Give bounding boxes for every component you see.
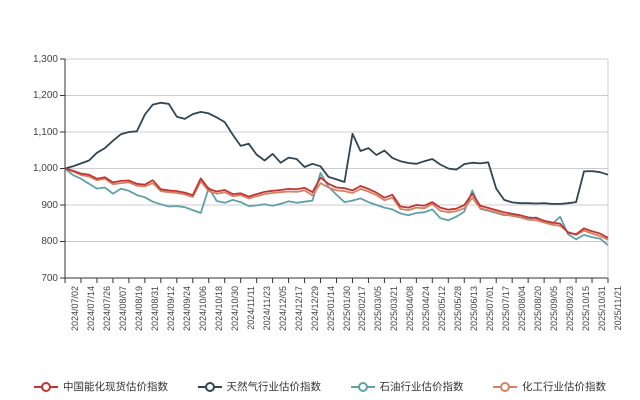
x-axis-label: 2025/08/20 bbox=[533, 286, 544, 332]
legend-label: 中国能化现货估价指数 bbox=[63, 381, 168, 393]
x-axis-label: 2024/07/26 bbox=[101, 286, 112, 332]
y-axis-label: 1,000 bbox=[32, 163, 58, 174]
x-axis-label: 2025/07/17 bbox=[501, 286, 512, 332]
y-axis-label: 800 bbox=[41, 236, 58, 247]
legend-label: 石油行业估价指数 bbox=[379, 381, 464, 393]
x-axis-label: 2025/10/15 bbox=[581, 286, 592, 332]
y-axis-label: 1,300 bbox=[32, 53, 58, 65]
x-axis-label: 2025/03/05 bbox=[373, 286, 384, 332]
legend-label: 天然气行业估价指数 bbox=[226, 381, 322, 393]
x-axis-label: 2024/10/18 bbox=[213, 286, 224, 332]
y-axis-label: 1,200 bbox=[32, 90, 58, 101]
x-axis-label: 2025/08/04 bbox=[517, 286, 528, 332]
x-axis-label: 2025/06/13 bbox=[469, 286, 480, 332]
x-axis-label: 2025/02/17 bbox=[357, 286, 368, 332]
y-axis-label: 900 bbox=[41, 199, 58, 211]
chart-legend: 中国能化现货估价指数 天然气行业估价指数 石油行业估价指数 化工行业估价指数 bbox=[0, 379, 640, 394]
legend-line-circle-icon bbox=[197, 381, 222, 392]
legend-line-circle-icon bbox=[350, 381, 375, 392]
series-line-天然气行业估价指数 bbox=[64, 101, 609, 205]
x-axis-label: 2025/09/05 bbox=[549, 286, 560, 332]
x-axis-label: 2025/05/28 bbox=[453, 286, 464, 332]
x-axis-label: 2025/10/31 bbox=[597, 286, 608, 332]
x-axis-label: 2025/05/12 bbox=[437, 286, 448, 332]
x-axis-label: 2025/09/23 bbox=[565, 286, 576, 332]
x-axis-label: 2024/12/05 bbox=[277, 286, 288, 332]
x-axis-label: 2024/09/12 bbox=[165, 286, 176, 332]
legend-item-石油行业估价指数[interactable]: 石油行业估价指数 bbox=[350, 379, 464, 394]
legend-label: 化工行业估价指数 bbox=[522, 381, 606, 393]
x-axis-label: 2024/12/29 bbox=[309, 286, 320, 332]
x-axis-label: 2024/08/19 bbox=[133, 286, 144, 332]
legend-item-化工行业估价指数[interactable]: 化工行业估价指数 bbox=[493, 379, 606, 394]
x-axis-label: 2025/01/14 bbox=[325, 286, 336, 332]
series-line-中国能化现货估价指数 bbox=[64, 167, 609, 239]
x-axis-label: 2025/11/21 bbox=[613, 286, 623, 331]
x-axis-label: 2024/08/31 bbox=[149, 286, 160, 332]
x-axis-label: 2025/04/08 bbox=[405, 286, 416, 332]
x-axis-label: 2024/10/06 bbox=[197, 286, 208, 332]
legend-item-天然气行业估价指数[interactable]: 天然气行业估价指数 bbox=[197, 379, 322, 394]
x-axis-label: 2025/01/30 bbox=[341, 286, 352, 332]
x-axis-label: 2024/09/24 bbox=[181, 286, 192, 332]
legend-item-中国能化现货估价指数[interactable]: 中国能化现货估价指数 bbox=[34, 379, 168, 394]
legend-line-circle-icon bbox=[34, 381, 58, 392]
x-axis-label: 2024/10/30 bbox=[229, 286, 240, 332]
series-line-化工行业估价指数 bbox=[64, 167, 609, 241]
y-axis-label: 1,100 bbox=[32, 126, 58, 138]
x-axis-label: 2024/07/14 bbox=[85, 286, 96, 332]
x-axis-label: 2024/12/17 bbox=[293, 286, 304, 332]
x-axis-label: 2025/07/01 bbox=[485, 286, 496, 332]
y-axis-label: 700 bbox=[41, 272, 58, 284]
x-axis-label: 2024/07/02 bbox=[70, 286, 80, 332]
x-axis-label: 2025/03/21 bbox=[389, 286, 400, 332]
x-axis-label: 2024/08/07 bbox=[117, 286, 128, 332]
x-axis-label: 2024/11/23 bbox=[261, 286, 272, 331]
x-axis-label: 2024/11/11 bbox=[245, 286, 256, 330]
x-axis-label: 2025/04/24 bbox=[421, 286, 432, 332]
legend-line-circle-icon bbox=[493, 381, 517, 392]
